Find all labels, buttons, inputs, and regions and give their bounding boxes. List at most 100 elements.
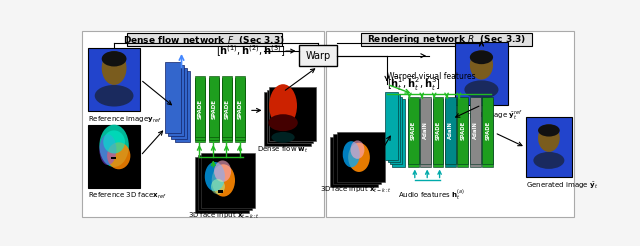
Text: AdaIN: AdaIN — [473, 122, 477, 139]
Text: Reference image$\mathbf{y}_{ref}$: Reference image$\mathbf{y}_{ref}$ — [88, 115, 161, 125]
Bar — [355, 172, 358, 174]
Bar — [267, 90, 313, 143]
Text: 3D face input $\mathbf{x}_{t-k:t}$: 3D face input $\mathbf{x}_{t-k:t}$ — [188, 211, 260, 221]
Bar — [470, 99, 481, 167]
Text: AdaIN: AdaIN — [423, 122, 428, 139]
Text: AdaIN: AdaIN — [448, 122, 453, 139]
Bar — [111, 156, 116, 159]
Bar — [458, 99, 468, 167]
Bar — [326, 31, 575, 217]
Ellipse shape — [214, 160, 231, 182]
Bar — [392, 99, 404, 167]
Bar — [408, 99, 419, 167]
Bar — [88, 125, 140, 188]
Bar — [482, 96, 493, 164]
Ellipse shape — [102, 51, 127, 85]
Bar — [172, 68, 187, 139]
Text: SPADE: SPADE — [411, 121, 416, 140]
Text: SPADE: SPADE — [436, 121, 440, 140]
Text: SPADE: SPADE — [485, 121, 490, 140]
Text: SPADE: SPADE — [225, 99, 229, 119]
Text: SPADE: SPADE — [237, 99, 243, 119]
Ellipse shape — [271, 132, 294, 143]
Ellipse shape — [211, 179, 225, 194]
Bar — [408, 96, 419, 164]
Bar — [195, 78, 205, 140]
Bar — [330, 137, 378, 187]
Bar — [269, 87, 316, 141]
Ellipse shape — [212, 164, 235, 197]
Bar — [168, 65, 184, 136]
Bar — [433, 99, 444, 167]
Bar — [235, 78, 245, 140]
Bar — [525, 117, 572, 177]
Bar — [385, 92, 397, 160]
Ellipse shape — [538, 124, 560, 137]
Bar — [388, 94, 400, 162]
Bar — [470, 96, 481, 164]
Text: Warped visual features: Warped visual features — [387, 72, 476, 81]
Text: SPADE: SPADE — [197, 99, 202, 119]
Bar — [209, 76, 219, 137]
Bar — [201, 153, 255, 208]
Bar — [235, 76, 245, 137]
Bar — [445, 99, 456, 167]
Bar — [235, 80, 245, 142]
Text: Audio features $\mathbf{h}_t^{(a)}$: Audio features $\mathbf{h}_t^{(a)}$ — [397, 187, 465, 202]
Ellipse shape — [465, 80, 499, 99]
Text: $[\mathbf{h}^{(1)},\mathbf{h}^{(2)},\mathbf{h}^{(3)}]$: $[\mathbf{h}^{(1)},\mathbf{h}^{(2)},\mat… — [216, 43, 285, 59]
Bar — [222, 78, 232, 140]
Bar — [195, 80, 205, 142]
Text: Warped image $\bar{\mathbf{y}}_t^{ref}$: Warped image $\bar{\mathbf{y}}_t^{ref}$ — [455, 108, 523, 122]
Ellipse shape — [268, 114, 298, 131]
Text: SPADE: SPADE — [211, 99, 216, 119]
Ellipse shape — [102, 51, 127, 66]
Ellipse shape — [107, 142, 131, 169]
Ellipse shape — [205, 162, 225, 191]
Ellipse shape — [343, 141, 360, 167]
Bar — [433, 96, 444, 164]
Bar — [458, 96, 468, 164]
Ellipse shape — [348, 143, 370, 172]
Text: Dense flow network $\mathit{F}$  (Sec 3.3): Dense flow network $\mathit{F}$ (Sec 3.3… — [123, 33, 285, 46]
Text: 3D face input $\mathbf{x}_{t-k:t}$: 3D face input $\mathbf{x}_{t-k:t}$ — [320, 184, 392, 195]
Bar — [195, 157, 249, 213]
Bar — [362, 33, 532, 46]
Ellipse shape — [269, 84, 297, 127]
Bar — [482, 99, 493, 167]
Ellipse shape — [533, 152, 564, 169]
Bar — [445, 96, 456, 164]
Bar — [127, 33, 282, 46]
Bar — [222, 76, 232, 137]
Text: Generated image $\bar{\mathbf{y}}_t$: Generated image $\bar{\mathbf{y}}_t$ — [525, 180, 598, 191]
Ellipse shape — [103, 130, 125, 154]
Bar — [420, 99, 431, 167]
Ellipse shape — [99, 125, 129, 167]
Ellipse shape — [95, 85, 134, 107]
Bar — [198, 155, 252, 211]
Bar — [209, 80, 219, 142]
Bar — [88, 48, 140, 111]
Bar — [218, 190, 223, 193]
Ellipse shape — [470, 50, 493, 79]
Bar — [175, 71, 190, 142]
Ellipse shape — [99, 134, 116, 165]
Text: Reference 3D face$\mathbf{x}_{ref}$: Reference 3D face$\mathbf{x}_{ref}$ — [88, 191, 166, 201]
Bar — [165, 62, 180, 133]
Bar — [337, 132, 385, 182]
Bar — [333, 134, 381, 184]
Bar — [298, 45, 337, 66]
Bar — [222, 80, 232, 142]
Text: SPADE: SPADE — [460, 121, 465, 140]
Bar — [264, 92, 311, 146]
Ellipse shape — [470, 50, 493, 64]
Bar — [195, 76, 205, 137]
Bar — [455, 42, 508, 105]
Bar — [420, 96, 431, 164]
Text: $[\bar{\mathbf{h}}_t^1,\bar{\mathbf{h}}_t^2,\bar{\mathbf{h}}_t^3]$: $[\bar{\mathbf{h}}_t^1,\bar{\mathbf{h}}_… — [387, 76, 441, 93]
Ellipse shape — [351, 140, 364, 159]
Text: Rendering network $\mathit{R}$  (Sec 3.3): Rendering network $\mathit{R}$ (Sec 3.3) — [367, 33, 526, 46]
Bar — [81, 31, 324, 217]
Text: Warp: Warp — [305, 51, 330, 61]
Text: Dense flow $\mathbf{w}_t$: Dense flow $\mathbf{w}_t$ — [257, 145, 309, 155]
